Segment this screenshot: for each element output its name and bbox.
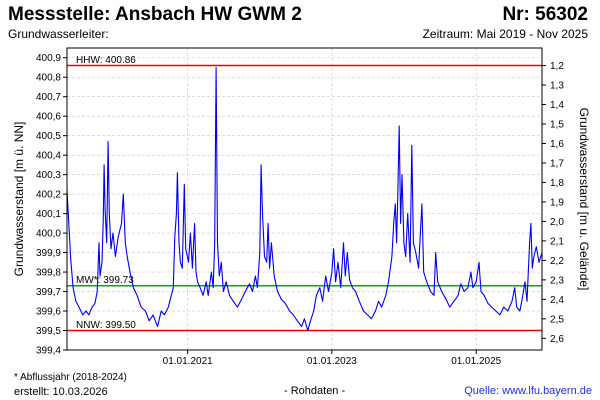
y-tick-label-right: 1,6 [550, 139, 564, 150]
y-tick-label-right: 2,6 [550, 334, 564, 345]
y-tick-label-left: 399,8 [36, 268, 61, 279]
y-tick-label-left: 400,6 [36, 112, 61, 123]
y-tick-label-right: 2,5 [550, 314, 564, 325]
y-tick-label-left: 399,9 [36, 248, 61, 259]
y-tick-label-right: 2,0 [550, 217, 564, 228]
y-tick-label-left: 400,8 [36, 73, 61, 84]
ref-label-hhw: HHW: 400.86 [76, 55, 136, 66]
y-tick-label-right: 1,5 [550, 119, 564, 130]
y-tick-label-right: 1,4 [550, 100, 564, 111]
y-tick-label-right: 1,7 [550, 158, 564, 169]
y-tick-label-right: 2,1 [550, 236, 564, 247]
y-tick-label-right: 1,3 [550, 81, 564, 92]
plot-frame [66, 47, 543, 351]
aquifer-label: Grundwasserleiter: [8, 27, 109, 41]
station-number: Nr: 56302 [502, 4, 588, 25]
y-axis-right: 2,6 2,5 2,4 2,3 2,2 2,1 2,0 1,9 1,8 1,7 1,6 1,5 1,4 1… [542, 61, 564, 345]
y-axis-left: 399,4 399,5 399,6 399,7 399,8 399,9 400,0 400,1… [36, 53, 67, 357]
y-tick-label-right: 1,9 [550, 197, 564, 208]
ref-label-nnw: NNW: 399.50 [76, 320, 136, 331]
raw-data-note: - Rohdaten - [284, 385, 346, 397]
y-tick-label-left: 399,7 [36, 287, 61, 298]
x-tick-label: 01.01.2025 [451, 356, 501, 367]
y-tick-label-left: 400,9 [36, 53, 61, 64]
period-label: Zeitraum: Mai 2019 - Nov 2025 [422, 27, 588, 41]
created-date: erstellt: 10.03.2026 [14, 386, 108, 398]
ref-label-mw: MW*: 399.73 [76, 275, 134, 286]
y-tick-label-right: 1,2 [550, 61, 564, 72]
y-tick-label-left: 400,5 [36, 131, 61, 142]
y-axis-label-left: Grundwasserstand [m ü. NN] [12, 122, 26, 277]
y-tick-label-left: 400,4 [36, 151, 61, 162]
y-tick-label-right: 1,8 [550, 178, 564, 189]
footnote: * Abflussjahr (2018-2024) [14, 372, 127, 383]
y-tick-label-left: 399,4 [36, 346, 61, 357]
series-layer [66, 66, 543, 332]
y-tick-label-left: 400,3 [36, 170, 61, 181]
station-title: Messstelle: Ansbach HW GWM 2 [8, 4, 302, 25]
y-tick-label-left: 399,5 [36, 326, 61, 337]
x-tick-label: 01.01.2023 [307, 356, 357, 367]
y-tick-label-right: 2,3 [550, 275, 564, 286]
y-tick-label-left: 400,2 [36, 190, 61, 201]
reference-lines: HHW: 400.86 MW*: 399.73 NNW: 399.50 [67, 55, 542, 332]
grid-lines [67, 48, 542, 351]
y-tick-label-left: 400,7 [36, 92, 61, 103]
y-tick-label-left: 399,6 [36, 307, 61, 318]
x-axis: 01.01.2021 01.01.2023 01.01.2025 [163, 350, 502, 367]
series-line-0 [66, 66, 543, 332]
y-tick-label-left: 400,0 [36, 229, 61, 240]
x-tick-label: 01.01.2021 [163, 356, 213, 367]
y-axis-label-right: Grundwasserstand [m u. Gelände] [577, 108, 591, 291]
y-tick-label-right: 2,2 [550, 256, 564, 267]
source-link[interactable]: Quelle: www.lfu.bayern.de [464, 385, 592, 397]
y-tick-label-left: 400,1 [36, 209, 61, 220]
y-tick-label-right: 2,4 [550, 295, 564, 306]
